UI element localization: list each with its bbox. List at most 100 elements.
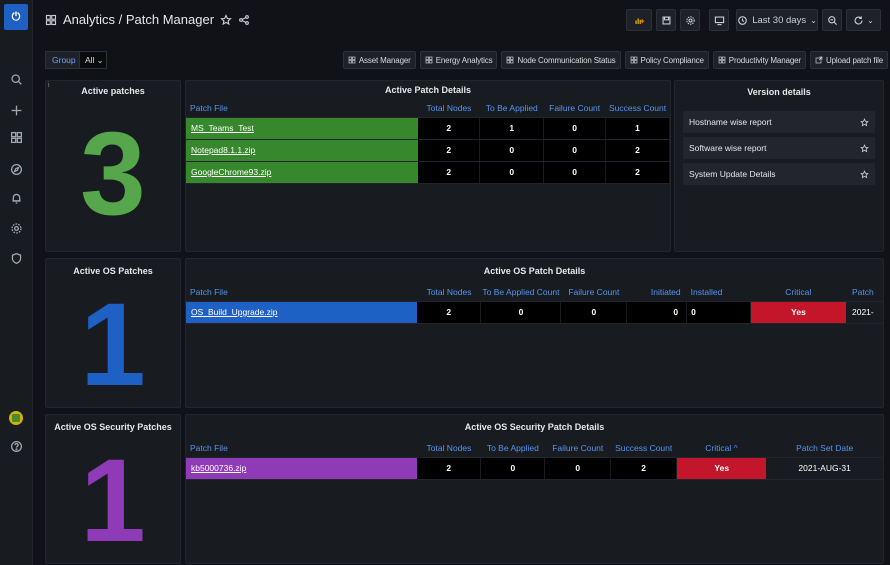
time-range-picker[interactable]: Last 30 days ⌄ — [736, 9, 818, 31]
gear-icon[interactable] — [0, 219, 33, 237]
settings-icon — [685, 15, 695, 25]
column-header[interactable]: Installed — [686, 283, 751, 302]
patch-file-link[interactable]: Notepad8.1.1.zip — [186, 139, 419, 162]
add-panel-button[interactable] — [626, 9, 652, 31]
chevron-down-icon: ⌄ — [96, 54, 104, 65]
clock-icon — [738, 15, 748, 25]
link-asset-manager[interactable]: Asset Manager — [342, 51, 416, 69]
panel-title: Active OS Security Patches — [54, 422, 172, 432]
column-header[interactable]: Failure Count — [560, 283, 627, 302]
dashboards-icon — [630, 56, 637, 64]
group-variable-label: Group — [45, 51, 83, 69]
column-header[interactable]: Critical — [750, 283, 846, 302]
info-icon[interactable]: i — [48, 82, 50, 89]
link-policy-compliance[interactable]: Policy Compliance — [624, 51, 709, 69]
dashboard-list-item[interactable]: Software wise report — [683, 137, 875, 159]
column-header[interactable]: Total Nodes — [417, 283, 481, 302]
link-productivity-manager[interactable]: Productivity Manager — [712, 51, 806, 69]
table-cell: 2 — [610, 457, 678, 480]
star-icon[interactable] — [220, 13, 232, 26]
chevron-down-icon: ⌄ — [810, 15, 817, 25]
panel-title: Active patches — [81, 86, 145, 96]
group-variable-value: All — [85, 55, 95, 65]
column-header[interactable]: Failure Count — [544, 439, 611, 458]
settings-button[interactable] — [680, 9, 700, 31]
column-header[interactable]: Patch File — [186, 99, 419, 118]
column-header[interactable]: Failure Count — [543, 99, 606, 118]
table-cell: 1 — [479, 117, 545, 140]
link-energy-analytics[interactable]: Energy Analytics — [419, 51, 498, 69]
column-header[interactable]: Patch File — [186, 283, 418, 302]
zoom-out-button[interactable] — [822, 9, 842, 31]
search-icon[interactable] — [0, 70, 33, 88]
star-icon[interactable] — [860, 117, 869, 127]
patch-file-link[interactable]: OS_Build_Upgrade.zip — [186, 301, 418, 324]
dashboard-links: Asset Manager Energy Analytics Node Comm… — [342, 51, 888, 69]
refresh-button[interactable]: ⌄ — [846, 9, 881, 31]
dashboards-icon[interactable] — [0, 128, 33, 146]
table-cell: 0 — [543, 161, 607, 184]
star-icon[interactable] — [860, 169, 869, 179]
bell-icon[interactable] — [0, 189, 33, 207]
group-variable-select[interactable]: All ⌄ — [79, 51, 107, 69]
tv-icon — [714, 16, 724, 25]
link-label: Productivity Manager — [728, 55, 801, 65]
table-cell: 0 — [543, 139, 607, 162]
dashboards-icon — [718, 56, 726, 64]
column-header[interactable]: Critical ^ — [676, 439, 767, 458]
column-header[interactable]: To Be Applied — [479, 99, 544, 118]
tv-mode-button[interactable] — [709, 9, 729, 31]
star-icon[interactable] — [860, 143, 869, 153]
shield-icon[interactable] — [0, 249, 33, 267]
patch-file-link[interactable]: kb5000736.zip — [186, 457, 417, 480]
critical-badge: Yes — [750, 301, 846, 324]
column-header[interactable]: Success Count — [610, 439, 677, 458]
active-os-patches-panel: Active OS Patches 1 — [45, 258, 181, 408]
critical-badge: Yes — [676, 457, 767, 480]
table-row: Notepad8.1.1.zip 2 0 0 2 — [186, 139, 670, 162]
link-node-communication-status[interactable]: Node Communication Status — [501, 51, 621, 69]
patch-file-link[interactable]: GoogleChrome93.zip — [186, 161, 419, 184]
table-cell: 2 — [417, 301, 482, 324]
active-patch-details-panel: Active Patch Details Patch File Total No… — [185, 80, 671, 252]
help-icon[interactable] — [0, 437, 33, 455]
dashboard-controls: Group All ⌄ Asset Manager Energy Analyti… — [33, 48, 890, 72]
share-icon[interactable] — [238, 14, 250, 26]
column-header[interactable]: Success Count — [605, 99, 670, 118]
table-cell: 2 — [418, 161, 481, 184]
column-header[interactable]: To Be Applied Count — [480, 283, 561, 302]
link-upload-patch-file[interactable]: Upload patch file — [809, 51, 888, 69]
column-header[interactable]: Initiated — [626, 283, 687, 302]
time-range-label: Last 30 days — [752, 14, 807, 26]
column-header[interactable]: To Be Applied — [480, 439, 545, 458]
dashboard-list-item[interactable]: Hostname wise report — [683, 111, 875, 133]
column-header[interactable]: Patch Set Date — [766, 439, 883, 458]
column-header[interactable]: Patch File — [186, 439, 417, 458]
grafana-logo[interactable]: ⏻ — [4, 4, 28, 30]
plus-icon[interactable] — [0, 101, 33, 119]
table-cell: 0 — [480, 457, 546, 480]
table-cell: 1 — [605, 117, 670, 140]
save-button[interactable] — [656, 9, 676, 31]
dashboards-icon — [425, 56, 433, 64]
link-label: Node Communication Status — [517, 55, 616, 65]
page-title[interactable]: Analytics / Patch Manager — [63, 12, 215, 27]
column-header[interactable]: Total Nodes — [417, 439, 481, 458]
explore-icon[interactable] — [0, 160, 33, 178]
version-details-panel: Version details Hostname wise report Sof… — [674, 80, 884, 252]
avatar[interactable] — [9, 411, 23, 425]
active-os-security-patches-value: 1 — [80, 435, 146, 564]
table-cell: 2 — [417, 457, 482, 480]
list-item-label: Software wise report — [689, 143, 767, 153]
table-row: GoogleChrome93.zip 2 0 0 2 — [186, 161, 670, 184]
side-nav: ⏻ — [0, 0, 33, 565]
table-cell: 0 — [686, 301, 751, 324]
column-header[interactable]: Total Nodes — [418, 99, 480, 118]
link-label: Asset Manager — [358, 55, 411, 65]
table-cell: 2 — [418, 117, 481, 140]
dashboard-list-item[interactable]: System Update Details — [683, 163, 875, 185]
active-os-security-patch-details-table: Patch File Total Nodes To Be Applied Fai… — [186, 439, 883, 480]
patch-file-link[interactable]: MS_Teams_Test — [186, 117, 419, 140]
column-header[interactable]: Patch — [846, 283, 883, 302]
active-os-patch-details-table: Patch File Total Nodes To Be Applied Cou… — [186, 283, 883, 324]
